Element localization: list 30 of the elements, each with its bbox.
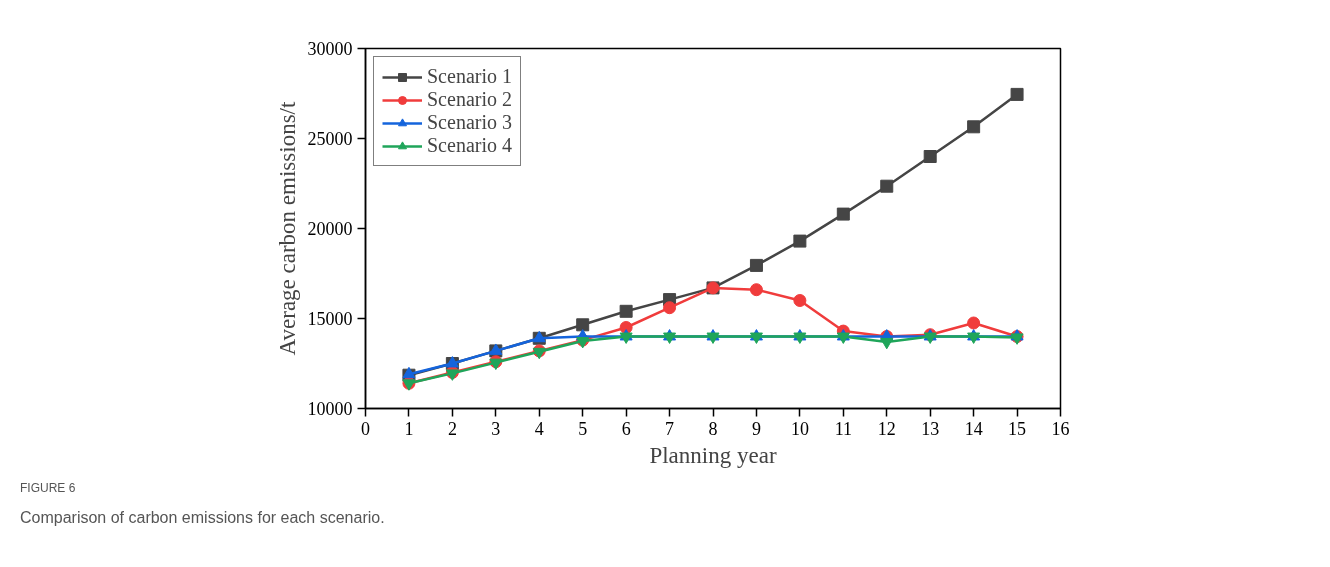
x-tick-label: 2 — [447, 418, 457, 439]
caption: FIGURE 6 — [20, 480, 76, 497]
x-tick-label: 1 — [404, 418, 414, 439]
y-tick-label: 15000 — [307, 309, 353, 329]
y-tick-label: 10000 — [307, 399, 353, 419]
x-tick-label: 10 — [790, 418, 809, 439]
y-tick-label: 25000 — [307, 129, 353, 149]
x-axis-title: Planning year — [649, 442, 777, 468]
legend-label: Scenario 4 — [427, 134, 512, 157]
x-tick-label: 7 — [665, 418, 675, 439]
x-tick-label: 6 — [621, 418, 631, 439]
x-tick-label: 13 — [921, 418, 940, 439]
x-tick-label: 5 — [578, 418, 588, 439]
x-tick-label: 4 — [534, 418, 544, 439]
legend-label: Scenario 2 — [427, 88, 512, 111]
y-axis-title: Average carbon emissions/t — [274, 101, 300, 356]
x-tick-label: 8 — [708, 418, 718, 439]
y-tick-label: 30000 — [307, 39, 353, 59]
x-tick-label: 12 — [877, 418, 896, 439]
x-tick-label: 11 — [834, 418, 852, 439]
x-tick-label: 0 — [361, 418, 370, 439]
text: Comparison of carbon emissions for each scenario. — [20, 508, 385, 529]
x-tick-label: 15 — [1008, 418, 1027, 439]
x-tick-label: 9 — [751, 418, 761, 439]
legend-label: Scenario 1 — [427, 65, 512, 88]
y-tick-label: 20000 — [307, 219, 353, 239]
x-tick-label: 14 — [964, 418, 983, 439]
x-tick-label: 3 — [491, 418, 501, 439]
x-tick-label: 16 — [1051, 418, 1070, 439]
legend-label: Scenario 3 — [427, 111, 512, 134]
